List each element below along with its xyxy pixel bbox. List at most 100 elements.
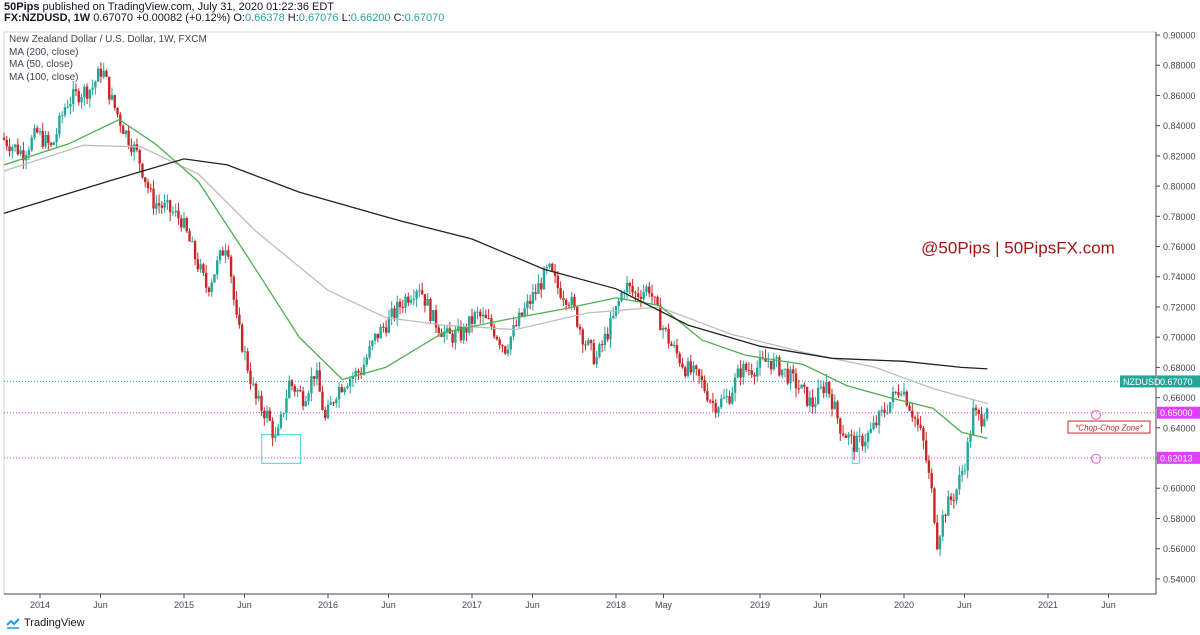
candle-body[interactable] — [468, 316, 471, 333]
candle-body[interactable] — [708, 400, 712, 402]
candle-body[interactable] — [908, 405, 911, 411]
candle-body[interactable] — [163, 202, 166, 208]
candle-body[interactable] — [174, 210, 177, 213]
candle-body[interactable] — [789, 369, 792, 384]
candle-body[interactable] — [196, 259, 200, 270]
candle-body[interactable] — [462, 326, 465, 341]
candle-body[interactable] — [833, 401, 836, 410]
candle-body[interactable] — [739, 368, 742, 378]
candle-body[interactable] — [764, 358, 767, 362]
candle-body[interactable] — [484, 314, 488, 319]
candle-body[interactable] — [769, 360, 773, 370]
candle-body[interactable] — [855, 435, 859, 452]
candle-body[interactable] — [753, 374, 756, 377]
candle-body[interactable] — [235, 299, 238, 315]
candle-body[interactable] — [861, 435, 864, 447]
candle-body[interactable] — [368, 346, 371, 358]
candle-body[interactable] — [354, 370, 357, 377]
candle-body[interactable] — [166, 200, 169, 203]
candle-body[interactable] — [578, 326, 582, 330]
candle-body[interactable] — [520, 312, 524, 316]
candle-body[interactable] — [697, 369, 701, 376]
candle-body[interactable] — [888, 402, 892, 413]
candle-body[interactable] — [296, 389, 299, 392]
candle-body[interactable] — [642, 291, 645, 299]
candle-body[interactable] — [963, 470, 967, 472]
candle-body[interactable] — [542, 268, 546, 290]
candle-body[interactable] — [742, 363, 745, 378]
candle-body[interactable] — [332, 402, 335, 404]
candle-body[interactable] — [13, 144, 17, 148]
candle-body[interactable] — [969, 434, 972, 443]
candle-body[interactable] — [177, 210, 180, 219]
candle-body[interactable] — [830, 394, 834, 410]
candle-body[interactable] — [146, 182, 150, 189]
candle-body[interactable] — [152, 188, 155, 209]
candle-body[interactable] — [445, 328, 449, 332]
candle-body[interactable] — [221, 250, 224, 256]
candle-body[interactable] — [980, 414, 983, 427]
candle-body[interactable] — [479, 311, 482, 317]
candle-body[interactable] — [213, 274, 216, 283]
candle-body[interactable] — [864, 441, 867, 447]
candle-body[interactable] — [321, 391, 324, 411]
candle-body[interactable] — [401, 307, 404, 309]
candle-body[interactable] — [268, 410, 272, 421]
candle-body[interactable] — [941, 514, 944, 537]
candle-body[interactable] — [27, 150, 31, 156]
candle-body[interactable] — [672, 345, 676, 347]
candle-body[interactable] — [924, 440, 928, 461]
candle-body[interactable] — [589, 340, 593, 343]
price-chart[interactable]: 0.540000.560000.580000.600000.620000.640… — [0, 24, 1200, 612]
candle-body[interactable] — [124, 130, 128, 134]
candle-body[interactable] — [30, 137, 33, 151]
candle-body[interactable] — [686, 361, 690, 376]
candle-body[interactable] — [60, 115, 64, 117]
candle-body[interactable] — [645, 286, 648, 292]
candle-body[interactable] — [113, 95, 116, 108]
legend-ma200[interactable]: MA (200, close) — [9, 46, 79, 58]
candle-body[interactable] — [606, 333, 609, 340]
candle-body[interactable] — [318, 370, 321, 392]
candle-body[interactable] — [883, 409, 886, 413]
candle-body[interactable] — [288, 380, 291, 399]
candle-body[interactable] — [839, 418, 842, 434]
candle-body[interactable] — [595, 356, 598, 365]
candle-body[interactable] — [254, 383, 258, 399]
candle-body[interactable] — [648, 286, 651, 294]
candle-body[interactable] — [634, 292, 637, 294]
candle-body[interactable] — [58, 115, 61, 135]
candle-body[interactable] — [540, 283, 543, 290]
ma200-line[interactable] — [3, 158, 988, 370]
candle-body[interactable] — [36, 128, 39, 133]
candle-body[interactable] — [609, 317, 612, 340]
candle-body[interactable] — [307, 393, 310, 402]
candle-body[interactable] — [947, 496, 950, 516]
candle-body[interactable] — [476, 311, 479, 313]
candle-body[interactable] — [916, 418, 920, 425]
candle-body[interactable] — [512, 325, 515, 337]
candle-body[interactable] — [700, 375, 704, 381]
candle-body[interactable] — [80, 97, 83, 103]
candle-body[interactable] — [451, 333, 454, 343]
candle-body[interactable] — [562, 298, 565, 300]
candle-body[interactable] — [227, 250, 230, 257]
candle-body[interactable] — [537, 283, 540, 294]
candle-body[interactable] — [905, 391, 908, 406]
candle-body[interactable] — [274, 435, 277, 438]
candle-body[interactable] — [481, 314, 485, 317]
candle-body[interactable] — [218, 250, 222, 261]
candle-body[interactable] — [664, 327, 668, 329]
candle-body[interactable] — [556, 275, 560, 289]
candle-body[interactable] — [44, 134, 47, 147]
candle-body[interactable] — [758, 357, 762, 368]
candle-body[interactable] — [409, 299, 413, 303]
candle-body[interactable] — [722, 397, 726, 399]
candle-body[interactable] — [747, 370, 751, 372]
candle-body[interactable] — [382, 326, 385, 328]
candle-body[interactable] — [365, 357, 368, 365]
candle-body[interactable] — [725, 396, 728, 398]
candle-body[interactable] — [661, 327, 665, 331]
candle-body[interactable] — [872, 422, 875, 430]
candle-body[interactable] — [576, 307, 579, 327]
